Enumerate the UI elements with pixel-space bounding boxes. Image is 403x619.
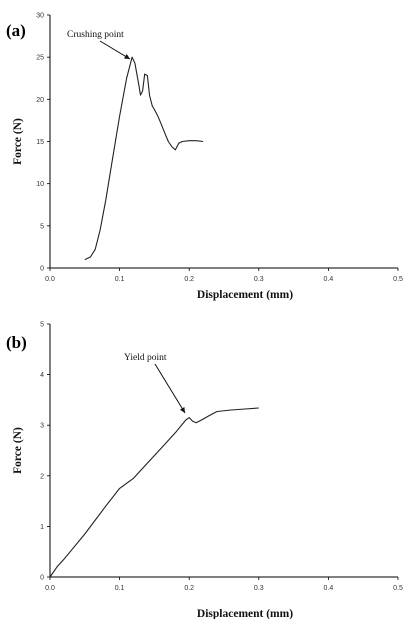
chart-a-y-axis-title: Force (N) — [12, 118, 24, 165]
chart-b-x-axis-title: Displacement (mm) — [197, 608, 293, 619]
chart-a-y-tick-label: 5 — [40, 223, 44, 230]
chart-b-y-tick-label: 3 — [40, 423, 44, 430]
chart-a-x-tick-label: 0.1 — [115, 276, 125, 283]
chart-b-y-tick-label: 2 — [40, 473, 44, 480]
chart-b-x-tick-label: 0.2 — [184, 585, 194, 592]
chart-a-annotation: Crushing point — [67, 30, 124, 40]
chart-b-annotation-arrow — [154, 363, 186, 414]
chart-a-annotation-arrowhead — [124, 53, 130, 59]
chart-b-y-tick-label: 4 — [40, 372, 44, 379]
chart-b-series-line — [49, 407, 259, 578]
chart-a-x-tick-label: 0.5 — [393, 276, 403, 283]
chart-a-y-tick-label: 20 — [36, 97, 44, 104]
chart-b-x-tick-label: 0.1 — [115, 585, 125, 592]
chart-a-y-tick-label: 25 — [36, 55, 44, 62]
chart-b-y-tick-label: 5 — [40, 322, 44, 329]
chart-a-panel-label: (a) — [6, 21, 26, 40]
chart-a-y-tick-label: 30 — [36, 13, 44, 20]
chart-a-series-line — [84, 56, 204, 261]
chart-b-y-tick-label: 1 — [40, 524, 44, 531]
chart-b-x-tick-label: 0.4 — [324, 585, 334, 592]
chart-b-y-axis-title: Force (N) — [12, 427, 24, 474]
chart-a-y-tick-label: 10 — [36, 181, 44, 188]
chart-b-annotation-arrowhead — [179, 407, 185, 413]
chart-a-x-axis-title: Displacement (mm) — [197, 289, 293, 301]
chart-b-annotation: Yield point — [124, 353, 167, 363]
chart-b-y-tick-label: 0 — [40, 575, 44, 582]
chart-a-x-tick-label: 0.2 — [184, 276, 194, 283]
chart-b-x-tick-label: 0.0 — [45, 585, 55, 592]
chart-b: 0.0 0.1 0.2 0.3 0.4 0.5 0 1 2 3 4 5 Displacement (mm… — [6, 322, 403, 619]
chart-b-x-tick-label: 0.3 — [254, 585, 264, 592]
chart-a-annotation-arrow — [99, 40, 131, 60]
chart-b-x-tick-label: 0.5 — [393, 585, 403, 592]
chart-a: 0.0 0.1 0.2 0.3 0.4 0.5 0 5 10 15 20 25 30 Displaceme… — [6, 13, 403, 302]
chart-a-x-tick-label: 0.3 — [254, 276, 264, 283]
chart-a-x-tick-label: 0.4 — [324, 276, 334, 283]
chart-a-y-tick-label: 15 — [36, 139, 44, 146]
chart-b-panel-label: (b) — [6, 333, 27, 352]
chart-a-y-tick-label: 0 — [40, 266, 44, 273]
chart-a-x-tick-label: 0.0 — [45, 276, 55, 283]
